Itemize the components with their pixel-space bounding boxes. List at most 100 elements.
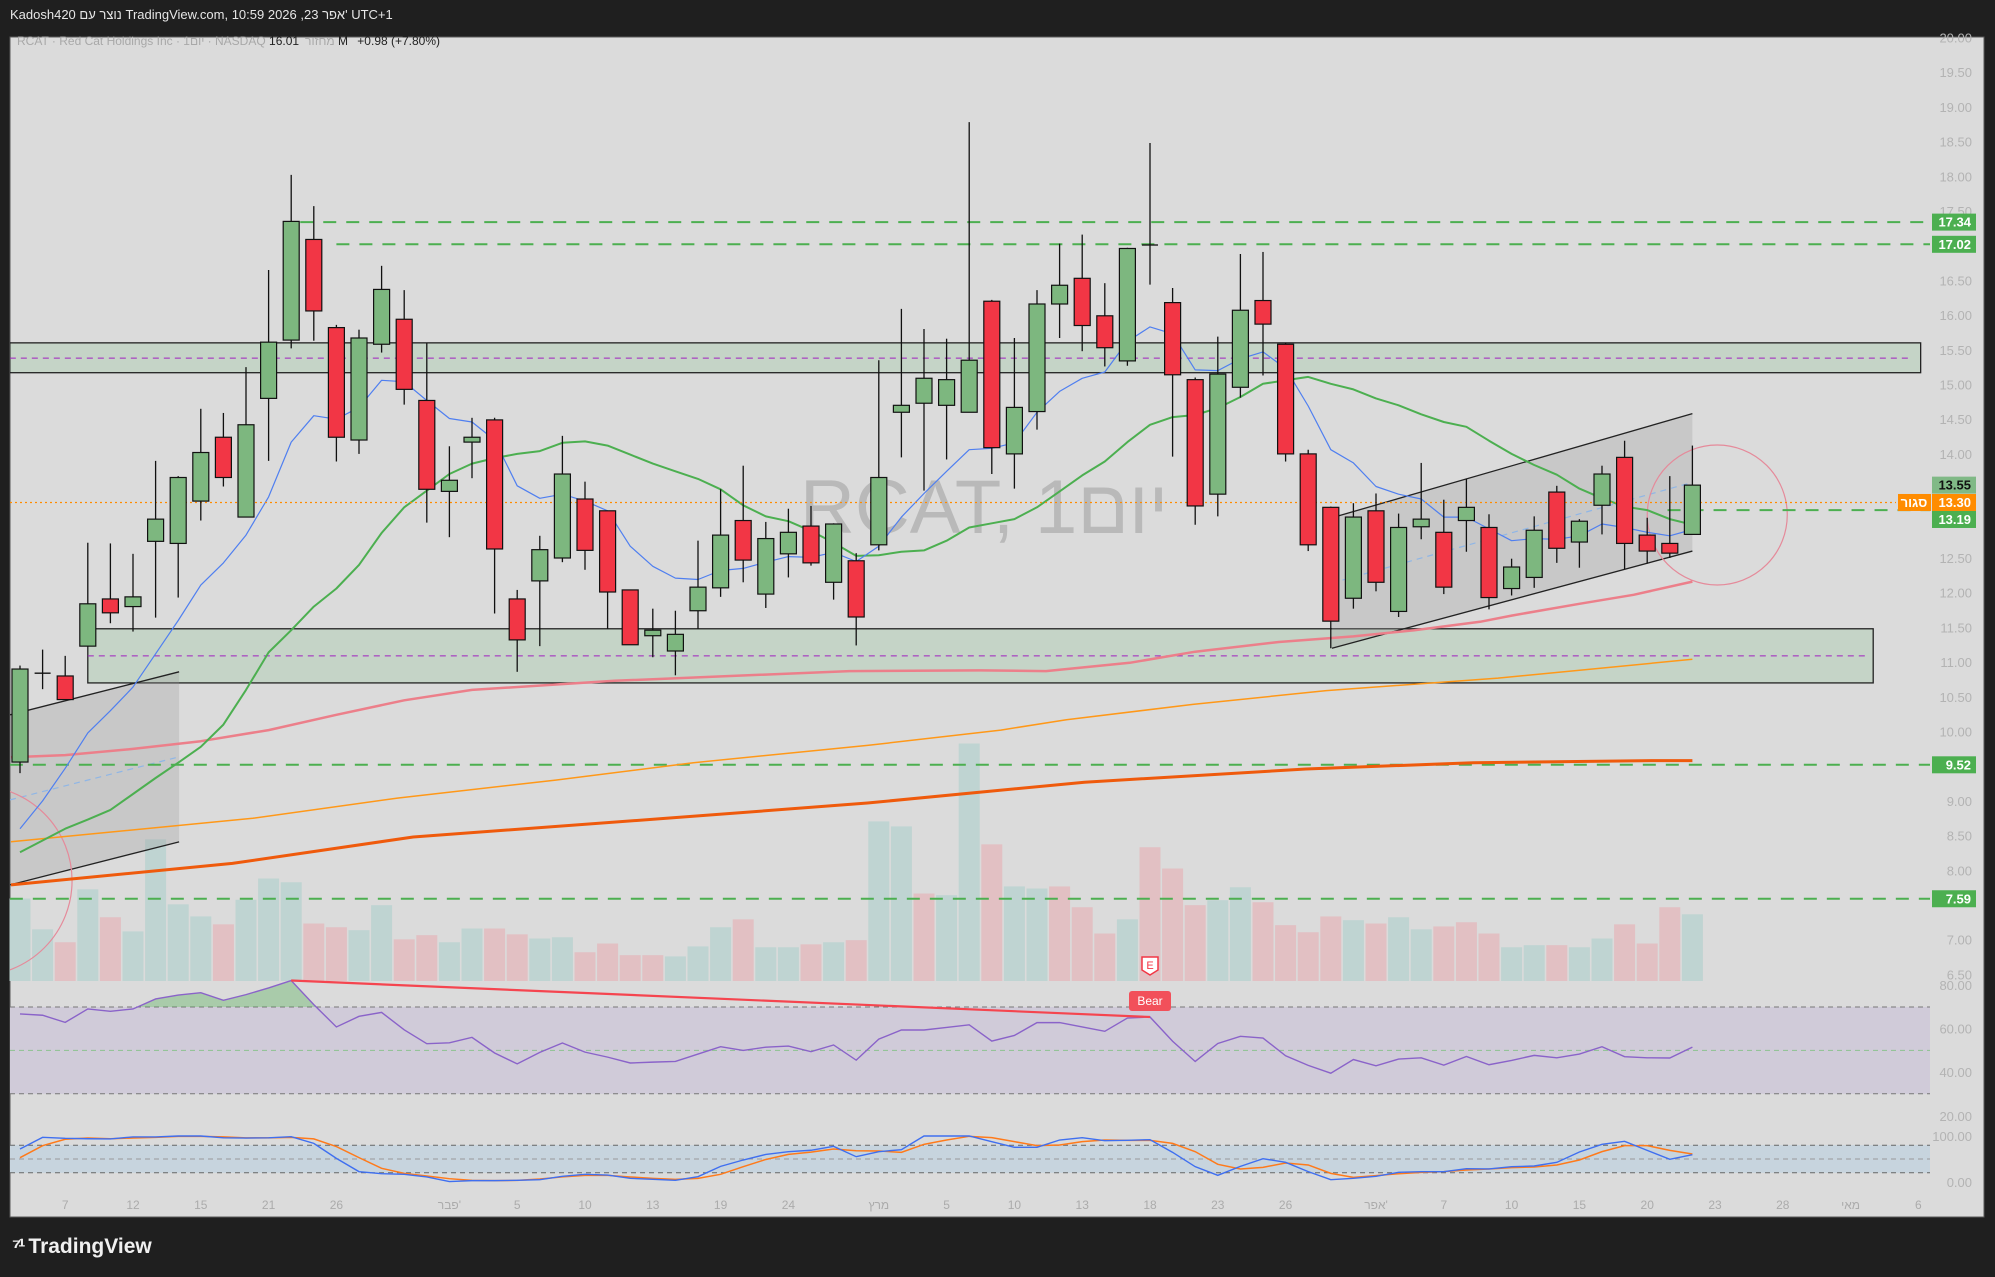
stoch-k-line xyxy=(19,1135,1693,1183)
rsi-axis-label: 40.00 xyxy=(1939,1065,1972,1080)
candle xyxy=(847,553,865,646)
candle-body xyxy=(11,668,29,763)
candle-body xyxy=(1502,566,1521,590)
volume-bar xyxy=(1297,932,1319,981)
candle-body xyxy=(395,318,413,390)
date-axis-label: 15 xyxy=(1573,1198,1587,1212)
rsi-overbought-fill xyxy=(20,980,1693,1007)
volume-bar xyxy=(303,923,325,981)
volume-bars: E xyxy=(9,743,1703,981)
candle-body xyxy=(1299,453,1317,546)
candle-body xyxy=(1322,506,1340,622)
volume-bar xyxy=(1071,907,1093,981)
volume-bar xyxy=(1659,907,1681,981)
candle xyxy=(892,308,911,458)
volume-bar xyxy=(1342,920,1364,981)
close-price-tag: 13.30 xyxy=(1938,495,1971,510)
date-axis-label: 7 xyxy=(62,1198,69,1212)
candle xyxy=(1142,142,1158,285)
rsi-axis-label: 80.00 xyxy=(1939,978,1972,993)
price-axis-label: 8.50 xyxy=(1947,829,1972,844)
candle-body xyxy=(666,633,685,652)
candle xyxy=(621,589,639,646)
date-axis-label: 13 xyxy=(1076,1198,1090,1212)
candle-body xyxy=(960,359,978,413)
volume-bar xyxy=(9,898,31,981)
volume-bar xyxy=(958,743,980,981)
candle-body xyxy=(983,300,1001,449)
candle xyxy=(147,460,165,618)
candle-body xyxy=(1186,379,1204,507)
price-axis-label: 20.00 xyxy=(1939,31,1972,46)
candle-body xyxy=(1593,473,1611,506)
candle xyxy=(1525,516,1543,588)
candle xyxy=(1683,445,1702,536)
candle xyxy=(1096,283,1114,367)
candle-body xyxy=(802,525,820,564)
candle xyxy=(282,174,300,349)
candle xyxy=(395,290,413,405)
volume-bar xyxy=(258,878,280,981)
candle xyxy=(1548,485,1566,563)
candle xyxy=(1480,514,1498,610)
volume-bar xyxy=(122,931,144,981)
candle-body xyxy=(1344,516,1363,599)
volume-bar xyxy=(416,935,438,981)
candle xyxy=(1254,251,1272,376)
time-axis[interactable]: 7 12 15 21 26 פבר' 5 10 13 19 24 מרץ 5 10 13 18 23 26 אפר'… xyxy=(62,1198,1922,1212)
level-price-tag-box xyxy=(1932,213,1976,231)
candle-body xyxy=(847,560,865,618)
level-price-tag: 17.34 xyxy=(1938,215,1971,230)
date-axis-label: 5 xyxy=(943,1198,950,1212)
candle-body xyxy=(1276,343,1295,455)
candle-body xyxy=(892,404,911,413)
date-axis-label: 24 xyxy=(782,1198,796,1212)
date-axis-label: מאי xyxy=(1841,1198,1860,1212)
candle xyxy=(915,328,933,491)
tradingview-logo-icon: ⁷¹ xyxy=(12,1234,26,1259)
candle-body xyxy=(779,531,798,555)
candle-body xyxy=(418,399,436,490)
volume-bar xyxy=(371,905,393,981)
candle-body xyxy=(1231,309,1250,388)
level-price-tag: 9.52 xyxy=(1946,757,1971,772)
candle-body xyxy=(327,326,345,438)
earnings-marker-icon xyxy=(1141,956,1159,976)
volume-bar xyxy=(506,934,528,981)
candle-body xyxy=(1435,531,1453,588)
price-axis[interactable]: 20.0019.5019.0018.5018.0017.5016.5016.00… xyxy=(1898,31,1976,983)
candle xyxy=(214,412,232,487)
candle-body xyxy=(824,523,843,583)
candle xyxy=(11,665,29,774)
close-price-tag-box xyxy=(1932,493,1976,511)
candle-body xyxy=(1570,520,1589,543)
volume-bar xyxy=(551,937,573,981)
rsi-axis-label: 20.00 xyxy=(1939,1109,1972,1124)
price-axis-label: 9.00 xyxy=(1947,794,1972,809)
candle xyxy=(1570,519,1589,568)
candle xyxy=(1118,247,1137,366)
candle xyxy=(237,367,255,518)
close-label: סגור xyxy=(1901,495,1928,510)
candle-body xyxy=(440,479,458,492)
candle-body xyxy=(1548,491,1566,549)
earnings-marker-label: E xyxy=(1146,960,1153,972)
volume-bar xyxy=(1049,886,1071,981)
date-axis-label: 20 xyxy=(1641,1198,1655,1212)
candle-body xyxy=(1412,518,1430,528)
volume-bar xyxy=(1184,905,1206,981)
candle xyxy=(1276,342,1295,462)
volume-bar xyxy=(1455,922,1477,981)
indicator-panes: Bear 80.00 60.00 40.00 20.00 100.00 0.00 xyxy=(10,978,1972,1190)
volume-bar xyxy=(212,924,234,981)
candle xyxy=(1457,478,1476,552)
candle xyxy=(486,417,504,614)
tradingview-logo[interactable]: ⁷¹ TradingView xyxy=(12,1234,152,1260)
candle xyxy=(1322,506,1340,649)
price-axis-label: 15.50 xyxy=(1939,343,1972,358)
candle-body xyxy=(124,596,142,608)
candle-body xyxy=(531,549,549,582)
volume-bar xyxy=(1501,947,1523,981)
candle xyxy=(305,206,323,341)
